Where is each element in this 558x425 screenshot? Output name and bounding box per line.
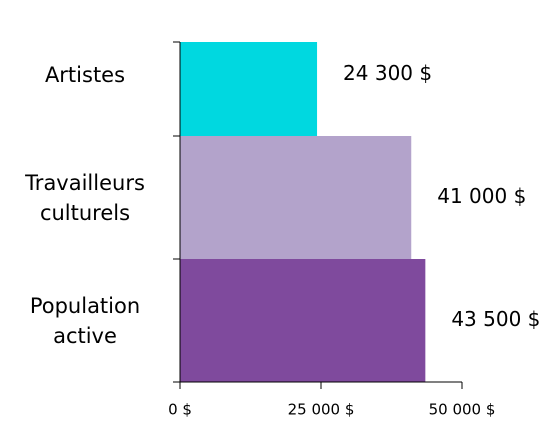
value-label: 43 500 $ bbox=[451, 307, 540, 331]
x-tick-label: 50 000 $ bbox=[429, 401, 496, 419]
bar bbox=[180, 42, 318, 136]
bar bbox=[180, 136, 412, 259]
category-label: Travailleurs culturels bbox=[25, 170, 145, 225]
bar bbox=[180, 259, 426, 382]
x-tick-label: 25 000 $ bbox=[288, 401, 355, 419]
category-label: Population active bbox=[29, 293, 141, 348]
value-label: 24 300 $ bbox=[343, 61, 432, 85]
x-tick-label: 0 $ bbox=[168, 401, 192, 419]
value-label: 41 000 $ bbox=[437, 184, 526, 208]
category-label: Artistes bbox=[44, 62, 126, 87]
